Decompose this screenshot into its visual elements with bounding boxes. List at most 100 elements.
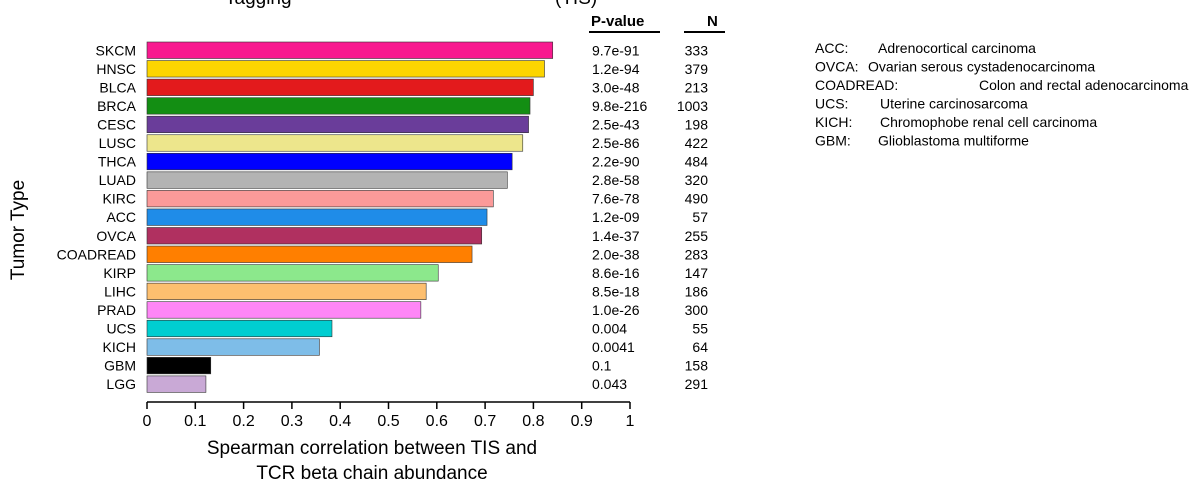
abbr-key: COADREAD: <box>815 77 898 93</box>
x-tick-label: 0.9 <box>571 413 593 430</box>
n-cell: 255 <box>685 228 709 244</box>
bar-kirc <box>146 190 494 208</box>
category-label: BRCA <box>97 98 137 114</box>
pvalue-cell: 1.2e-09 <box>592 209 640 225</box>
abbr-name: Colon and rectal adenocarcinoma <box>979 77 1189 93</box>
abbr-key: ACC: <box>815 40 848 56</box>
x-tick-label: 0.4 <box>329 413 351 430</box>
bar-brca <box>146 97 531 115</box>
n-cell: 484 <box>685 154 709 170</box>
category-label: PRAD <box>97 302 136 318</box>
pvalue-cell: 7.6e-78 <box>592 191 640 207</box>
category-label: THCA <box>98 154 137 170</box>
n-cell: 64 <box>692 339 708 355</box>
abbr-name: Uterine carcinosarcoma <box>880 96 1028 112</box>
bar-thca <box>146 153 513 171</box>
category-label: LUAD <box>99 172 136 188</box>
category-label: CESC <box>97 116 136 132</box>
abbr-name: Ovarian serous cystadenocarcinoma <box>868 59 1095 75</box>
bars-group <box>146 41 554 393</box>
bar-luad <box>146 171 508 189</box>
pvalue-cell: 2.5e-43 <box>592 116 640 132</box>
pvalue-cell: 2.2e-90 <box>592 154 640 170</box>
pvalue-cell: 9.7e-91 <box>592 42 640 58</box>
x-tick-label: 0.2 <box>232 413 254 430</box>
n-cell: 422 <box>685 135 709 151</box>
abbr-key: UCS: <box>815 96 848 112</box>
x-tick-label: 0.3 <box>281 413 303 430</box>
bar-gbm <box>146 357 212 375</box>
x-axis-title-line2: TCR beta chain abundance <box>256 463 487 484</box>
n-cell: 1003 <box>677 98 708 114</box>
pvalue-cell: 2.0e-38 <box>592 246 640 262</box>
bar-kich <box>146 338 320 356</box>
abbr-key: KICH: <box>815 114 852 130</box>
pvalue-cell: 1.4e-37 <box>592 228 640 244</box>
bar-lgg <box>146 375 207 393</box>
x-tick-label: 0.1 <box>184 413 206 430</box>
abbr-key: GBM: <box>815 133 851 149</box>
category-label: LUSC <box>99 135 136 151</box>
bar-kirp <box>146 264 439 282</box>
n-cell: 57 <box>692 209 708 225</box>
category-label: LIHC <box>104 283 136 299</box>
category-label: UCS <box>106 321 136 337</box>
bar-acc <box>146 208 488 226</box>
bar-coadread <box>146 245 473 263</box>
bar-ucs <box>146 319 333 338</box>
x-tick-label: 0.7 <box>474 413 496 430</box>
category-label: HNSC <box>96 61 136 77</box>
n-cell: 186 <box>685 283 709 299</box>
x-tick-label: 0.8 <box>522 413 544 430</box>
x-tick-label: 0.6 <box>426 413 448 430</box>
bar-lusc <box>146 134 524 152</box>
x-axis-title-line1: Spearman correlation between TIS and <box>207 438 537 459</box>
pvalue-cell: 1.2e-94 <box>592 61 640 77</box>
pvalue-cell: 0.0041 <box>592 339 635 355</box>
n-cell: 55 <box>692 321 708 337</box>
x-axis: 0 0.1 0.2 0.3 0.4 0.5 0.6 0.7 0.8 0.9 1 <box>143 401 635 430</box>
pvalue-cell: 0.1 <box>592 358 612 374</box>
n-cell: 198 <box>685 116 709 132</box>
abbr-key: OVCA: <box>815 59 859 75</box>
n-cell: 320 <box>685 172 709 188</box>
category-label: ACC <box>106 209 136 225</box>
bar-lihc <box>146 282 427 300</box>
pvalue-cell: 8.5e-18 <box>592 283 640 299</box>
category-label: BLCA <box>99 79 136 95</box>
category-label: GBM <box>104 358 136 374</box>
bar-cesc <box>146 115 529 133</box>
bar-blca <box>146 78 534 96</box>
n-cell: 213 <box>685 79 709 95</box>
pvalue-cell: 3.0e-48 <box>592 79 640 95</box>
bar-ovca <box>146 227 483 245</box>
x-tick-label: 0.5 <box>377 413 399 430</box>
category-label: KIRP <box>103 265 136 281</box>
category-label: LGG <box>106 376 136 392</box>
category-label: COADREAD <box>57 246 136 262</box>
pvalue-cell: 0.004 <box>592 321 627 337</box>
category-label: OVCA <box>96 228 136 244</box>
n-cell: 333 <box>685 42 709 58</box>
abbr-name: Glioblastoma multiforme <box>878 133 1029 149</box>
category-label: KICH <box>103 339 136 355</box>
abbreviation-legend: ACC: Adrenocortical carcinoma OVCA: Ovarian… <box>815 40 1189 149</box>
bar-prad <box>146 301 422 319</box>
category-label: KIRC <box>103 191 136 207</box>
pvalue-cell: 8.6e-16 <box>592 265 640 281</box>
n-cell: 300 <box>685 302 709 318</box>
y-axis-title: Tumor Type <box>8 180 29 280</box>
chart-title-fragment: Tagging <box>225 0 292 9</box>
pvalue-header: P-value <box>591 13 644 30</box>
n-cell: 147 <box>685 265 709 281</box>
stats-table: P-value N 9.7e-91 333 1.2e-94 379 3.0e-48 213… <box>589 13 725 392</box>
n-cell: 490 <box>685 191 709 207</box>
n-header: N <box>707 13 718 30</box>
pvalue-cell: 9.8e-216 <box>592 98 647 114</box>
abbr-name: Chromophobe renal cell carcinoma <box>880 114 1097 130</box>
pvalue-cell: 1.0e-26 <box>592 302 640 318</box>
bar-hnsc <box>146 60 545 78</box>
chart-title-fragment-right: (TIS) <box>555 0 597 9</box>
n-cell: 291 <box>685 376 709 392</box>
